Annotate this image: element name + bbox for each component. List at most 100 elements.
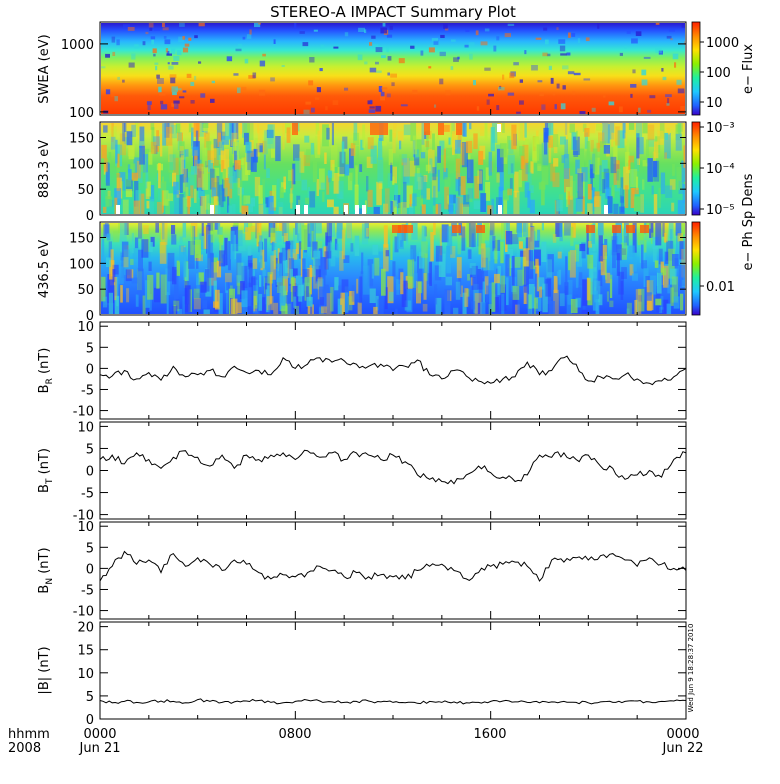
heatmap-cell	[498, 186, 504, 208]
heatmap-cell	[194, 35, 198, 39]
heatmap-cell	[582, 279, 588, 306]
heatmap-cell	[321, 306, 327, 314]
heatmap-cell	[372, 244, 378, 255]
heatmap-cell	[346, 223, 352, 243]
heatmap-cell	[564, 168, 571, 193]
heatmap-cell	[193, 298, 201, 310]
heatmap-cell	[553, 275, 558, 293]
heatmap-cell	[605, 272, 611, 284]
heatmap-cell	[349, 172, 354, 181]
heatmap-cell	[168, 65, 174, 70]
heatmap-cell	[301, 179, 308, 191]
heatmap-cell	[306, 296, 313, 307]
heatmap-cell	[598, 235, 603, 262]
heatmap-cell	[215, 123, 220, 130]
heatmap-cell	[491, 282, 496, 312]
heatmap-cell	[123, 249, 130, 276]
heatmap-cell	[251, 275, 256, 306]
heatmap-cell	[412, 89, 418, 94]
heatmap-cell	[581, 167, 588, 182]
heatmap-cell	[638, 107, 641, 113]
heatmap-cell	[369, 99, 373, 104]
heatmap-cell	[681, 223, 685, 238]
heatmap-cell	[161, 176, 164, 184]
heatmap-cell	[517, 269, 524, 286]
heatmap-cell	[670, 38, 673, 41]
heatmap-cell	[660, 172, 666, 195]
heatmap-cell	[600, 193, 605, 214]
heatmap-cell	[575, 244, 579, 262]
heatmap-cell	[103, 125, 108, 133]
heatmap-cell	[313, 250, 321, 266]
heatmap-cell	[441, 224, 449, 243]
heatmap-cell	[103, 158, 108, 172]
heatmap-cell	[177, 132, 182, 151]
heatmap-cell	[318, 248, 323, 270]
heatmap-cell	[322, 284, 329, 310]
heatmap-cell	[641, 260, 647, 270]
heatmap-cell	[240, 281, 245, 300]
heatmap-cell	[190, 225, 194, 256]
heatmap-cell	[107, 274, 115, 304]
heatmap-cell	[607, 124, 610, 144]
heatmap-cell	[407, 259, 415, 288]
heatmap-cell	[519, 146, 525, 157]
heatmap-cell	[522, 223, 527, 232]
heatmap-cell	[166, 292, 169, 314]
heatmap-cell	[576, 248, 583, 267]
heatmap-cell	[373, 206, 380, 214]
heatmap-cell	[322, 191, 325, 202]
heatmap-cell	[357, 302, 362, 314]
heatmap-cell	[533, 136, 539, 147]
heatmap-cell	[395, 279, 403, 290]
heatmap-cell	[335, 243, 339, 251]
heatmap-cell	[248, 263, 253, 288]
heatmap-cell	[151, 198, 154, 214]
heatmap-cell	[262, 297, 266, 314]
heatmap-cell	[367, 100, 373, 105]
heatmap-cell	[224, 237, 228, 266]
heatmap-cell	[213, 257, 218, 273]
heatmap-cell	[532, 136, 539, 161]
heatmap-cell	[174, 103, 179, 109]
heatmap-cell	[266, 285, 270, 313]
heatmap-cell	[268, 196, 274, 214]
heatmap-cell	[258, 185, 263, 204]
heatmap-cell	[160, 133, 163, 157]
heatmap-cell	[423, 273, 427, 300]
heatmap-cell	[168, 154, 174, 173]
heatmap-cell	[303, 155, 311, 167]
pad-436-y-axis: 150 100 50 0	[69, 232, 686, 324]
heatmap-cell	[468, 249, 472, 259]
heatmap-cell	[226, 290, 228, 314]
heatmap-cell	[645, 292, 652, 301]
heatmap-cell	[290, 188, 293, 209]
heatmap-cell	[375, 61, 379, 65]
heatmap-cell	[137, 160, 143, 183]
heatmap-cell	[358, 27, 365, 32]
heatmap-cell	[330, 287, 334, 312]
heatmap-cell	[564, 139, 568, 159]
heatmap-cell	[393, 123, 397, 138]
heatmap-cell	[675, 133, 682, 151]
heatmap-cell	[105, 89, 111, 95]
heatmap-cell	[256, 142, 260, 157]
heatmap-cell	[257, 232, 261, 245]
heatmap-cell	[630, 84, 637, 88]
heatmap-cell	[666, 303, 672, 314]
heatmap-cell	[537, 229, 541, 242]
heatmap-cell	[535, 37, 542, 40]
heatmap-cell	[557, 251, 562, 259]
heatmap-cell	[415, 196, 421, 214]
heatmap-cell	[517, 303, 520, 314]
heatmap-cell	[336, 191, 343, 199]
heatmap-cell	[281, 247, 286, 261]
panel-pad-436: 150 100 50 0 436.5 eV 0.01	[37, 221, 735, 324]
heatmap-cell	[315, 123, 320, 135]
y-tick-label: 20	[77, 621, 94, 636]
heatmap-cell	[187, 195, 190, 214]
heatmap-cell	[672, 163, 675, 176]
heatmap-cell	[502, 123, 505, 133]
heatmap-cell	[169, 154, 176, 171]
heatmap-cell	[210, 144, 214, 163]
